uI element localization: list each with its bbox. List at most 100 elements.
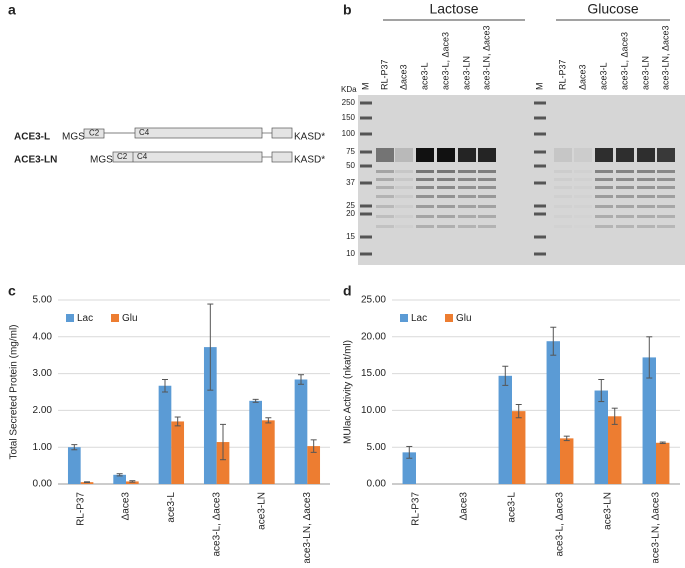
- main-band: [657, 148, 675, 162]
- ladder-band: [534, 101, 546, 105]
- minor-band: [395, 178, 413, 181]
- error-bar: [563, 435, 570, 442]
- bar: [262, 420, 275, 484]
- y-tick-label: 2.00: [33, 405, 53, 416]
- lane-label: RL-P37: [557, 59, 567, 90]
- minor-band: [574, 186, 592, 189]
- error-bar: [611, 407, 618, 425]
- x-tick-label: ace3-L: [507, 492, 518, 523]
- ladder-band: [360, 164, 372, 168]
- minor-band: [657, 225, 675, 228]
- minor-band: [376, 205, 394, 208]
- bar: [216, 442, 230, 484]
- minor-band: [554, 178, 572, 181]
- lane-label: ace3-LN: [461, 56, 471, 90]
- domain: [271, 127, 293, 139]
- error-bar: [406, 445, 413, 459]
- ladder-band: [534, 235, 546, 239]
- error-bar: [161, 378, 168, 393]
- minor-band: [376, 186, 394, 189]
- main-band: [458, 148, 476, 162]
- minor-band: [574, 215, 592, 218]
- ladder-band: [360, 150, 372, 154]
- legend-swatch: [111, 314, 119, 322]
- main-band: [437, 148, 455, 162]
- minor-band: [616, 186, 634, 189]
- minor-band: [554, 205, 572, 208]
- minor-band: [637, 205, 655, 208]
- group-label: Lactose: [429, 1, 478, 17]
- minor-band: [637, 195, 655, 198]
- main-band: [574, 148, 592, 162]
- minor-band: [376, 178, 394, 181]
- error-bar: [550, 326, 557, 356]
- y-tick-label: 3.00: [33, 368, 53, 379]
- x-tick-label: ace3-L: [166, 492, 177, 523]
- bar: [113, 474, 126, 484]
- y-tick-label: 0.00: [367, 479, 387, 490]
- minor-band: [554, 225, 572, 228]
- legend-label: Lac: [77, 313, 93, 324]
- minor-band: [458, 225, 476, 228]
- marker-label: M: [360, 83, 370, 91]
- minor-band: [416, 205, 434, 208]
- minor-band: [376, 225, 394, 228]
- x-tick-label: Δace3: [459, 492, 470, 521]
- lane-label: ace3-L: [419, 62, 429, 90]
- bar: [546, 341, 560, 484]
- minor-band: [595, 186, 613, 189]
- bar: [498, 375, 512, 484]
- main-band: [478, 148, 496, 162]
- bar: [249, 400, 262, 484]
- ladder-band: [360, 235, 372, 239]
- minor-band: [437, 178, 455, 181]
- minor-band: [478, 215, 496, 218]
- minor-band: [657, 186, 675, 189]
- minor-band: [458, 186, 476, 189]
- lane-label: ace3-L, Δace3: [619, 32, 629, 90]
- minor-band: [595, 225, 613, 228]
- lane-label: ace3-LN: [640, 56, 650, 90]
- ladder-band: [360, 204, 372, 208]
- y-tick-label: 10.00: [361, 405, 386, 416]
- row-label: ACE3-LN: [14, 155, 57, 166]
- domain-diagram: ACE3-L MGS C2 C4 KASD* ACE3-LN MGS C2 C4…: [14, 127, 325, 166]
- minor-band: [416, 195, 434, 198]
- unit-label: KDa: [341, 85, 357, 94]
- x-tick-label: ace3-LN: [603, 492, 614, 530]
- minor-band: [657, 215, 675, 218]
- marker-label: M: [534, 83, 544, 91]
- minor-band: [416, 170, 434, 173]
- terminus: MGS: [62, 132, 85, 143]
- minor-band: [637, 225, 655, 228]
- ladder-band: [534, 116, 546, 120]
- lane-label: ace3-L: [598, 62, 608, 90]
- bar: [402, 452, 416, 484]
- minor-band: [478, 186, 496, 189]
- ladder-band: [360, 212, 372, 216]
- error-bar: [71, 444, 78, 451]
- minor-band: [376, 215, 394, 218]
- error-bar: [220, 423, 227, 461]
- y-tick-label: 1.00: [33, 442, 53, 453]
- legend-label: Glu: [122, 313, 138, 324]
- lane-label: ace3-L, Δace3: [440, 32, 450, 90]
- x-tick-label: RL-P37: [411, 492, 422, 526]
- ladder-band: [360, 116, 372, 120]
- marker-size: 20: [346, 209, 355, 218]
- minor-band: [657, 195, 675, 198]
- main-band: [395, 148, 413, 162]
- y-tick-label: 20.00: [361, 331, 386, 342]
- minor-band: [554, 170, 572, 173]
- minor-band: [458, 215, 476, 218]
- terminus: MGS: [90, 155, 113, 166]
- ladder-band: [534, 204, 546, 208]
- minor-band: [616, 205, 634, 208]
- minor-band: [458, 205, 476, 208]
- minor-band: [574, 195, 592, 198]
- minor-band: [478, 205, 496, 208]
- marker-size: 50: [346, 161, 355, 170]
- minor-band: [574, 205, 592, 208]
